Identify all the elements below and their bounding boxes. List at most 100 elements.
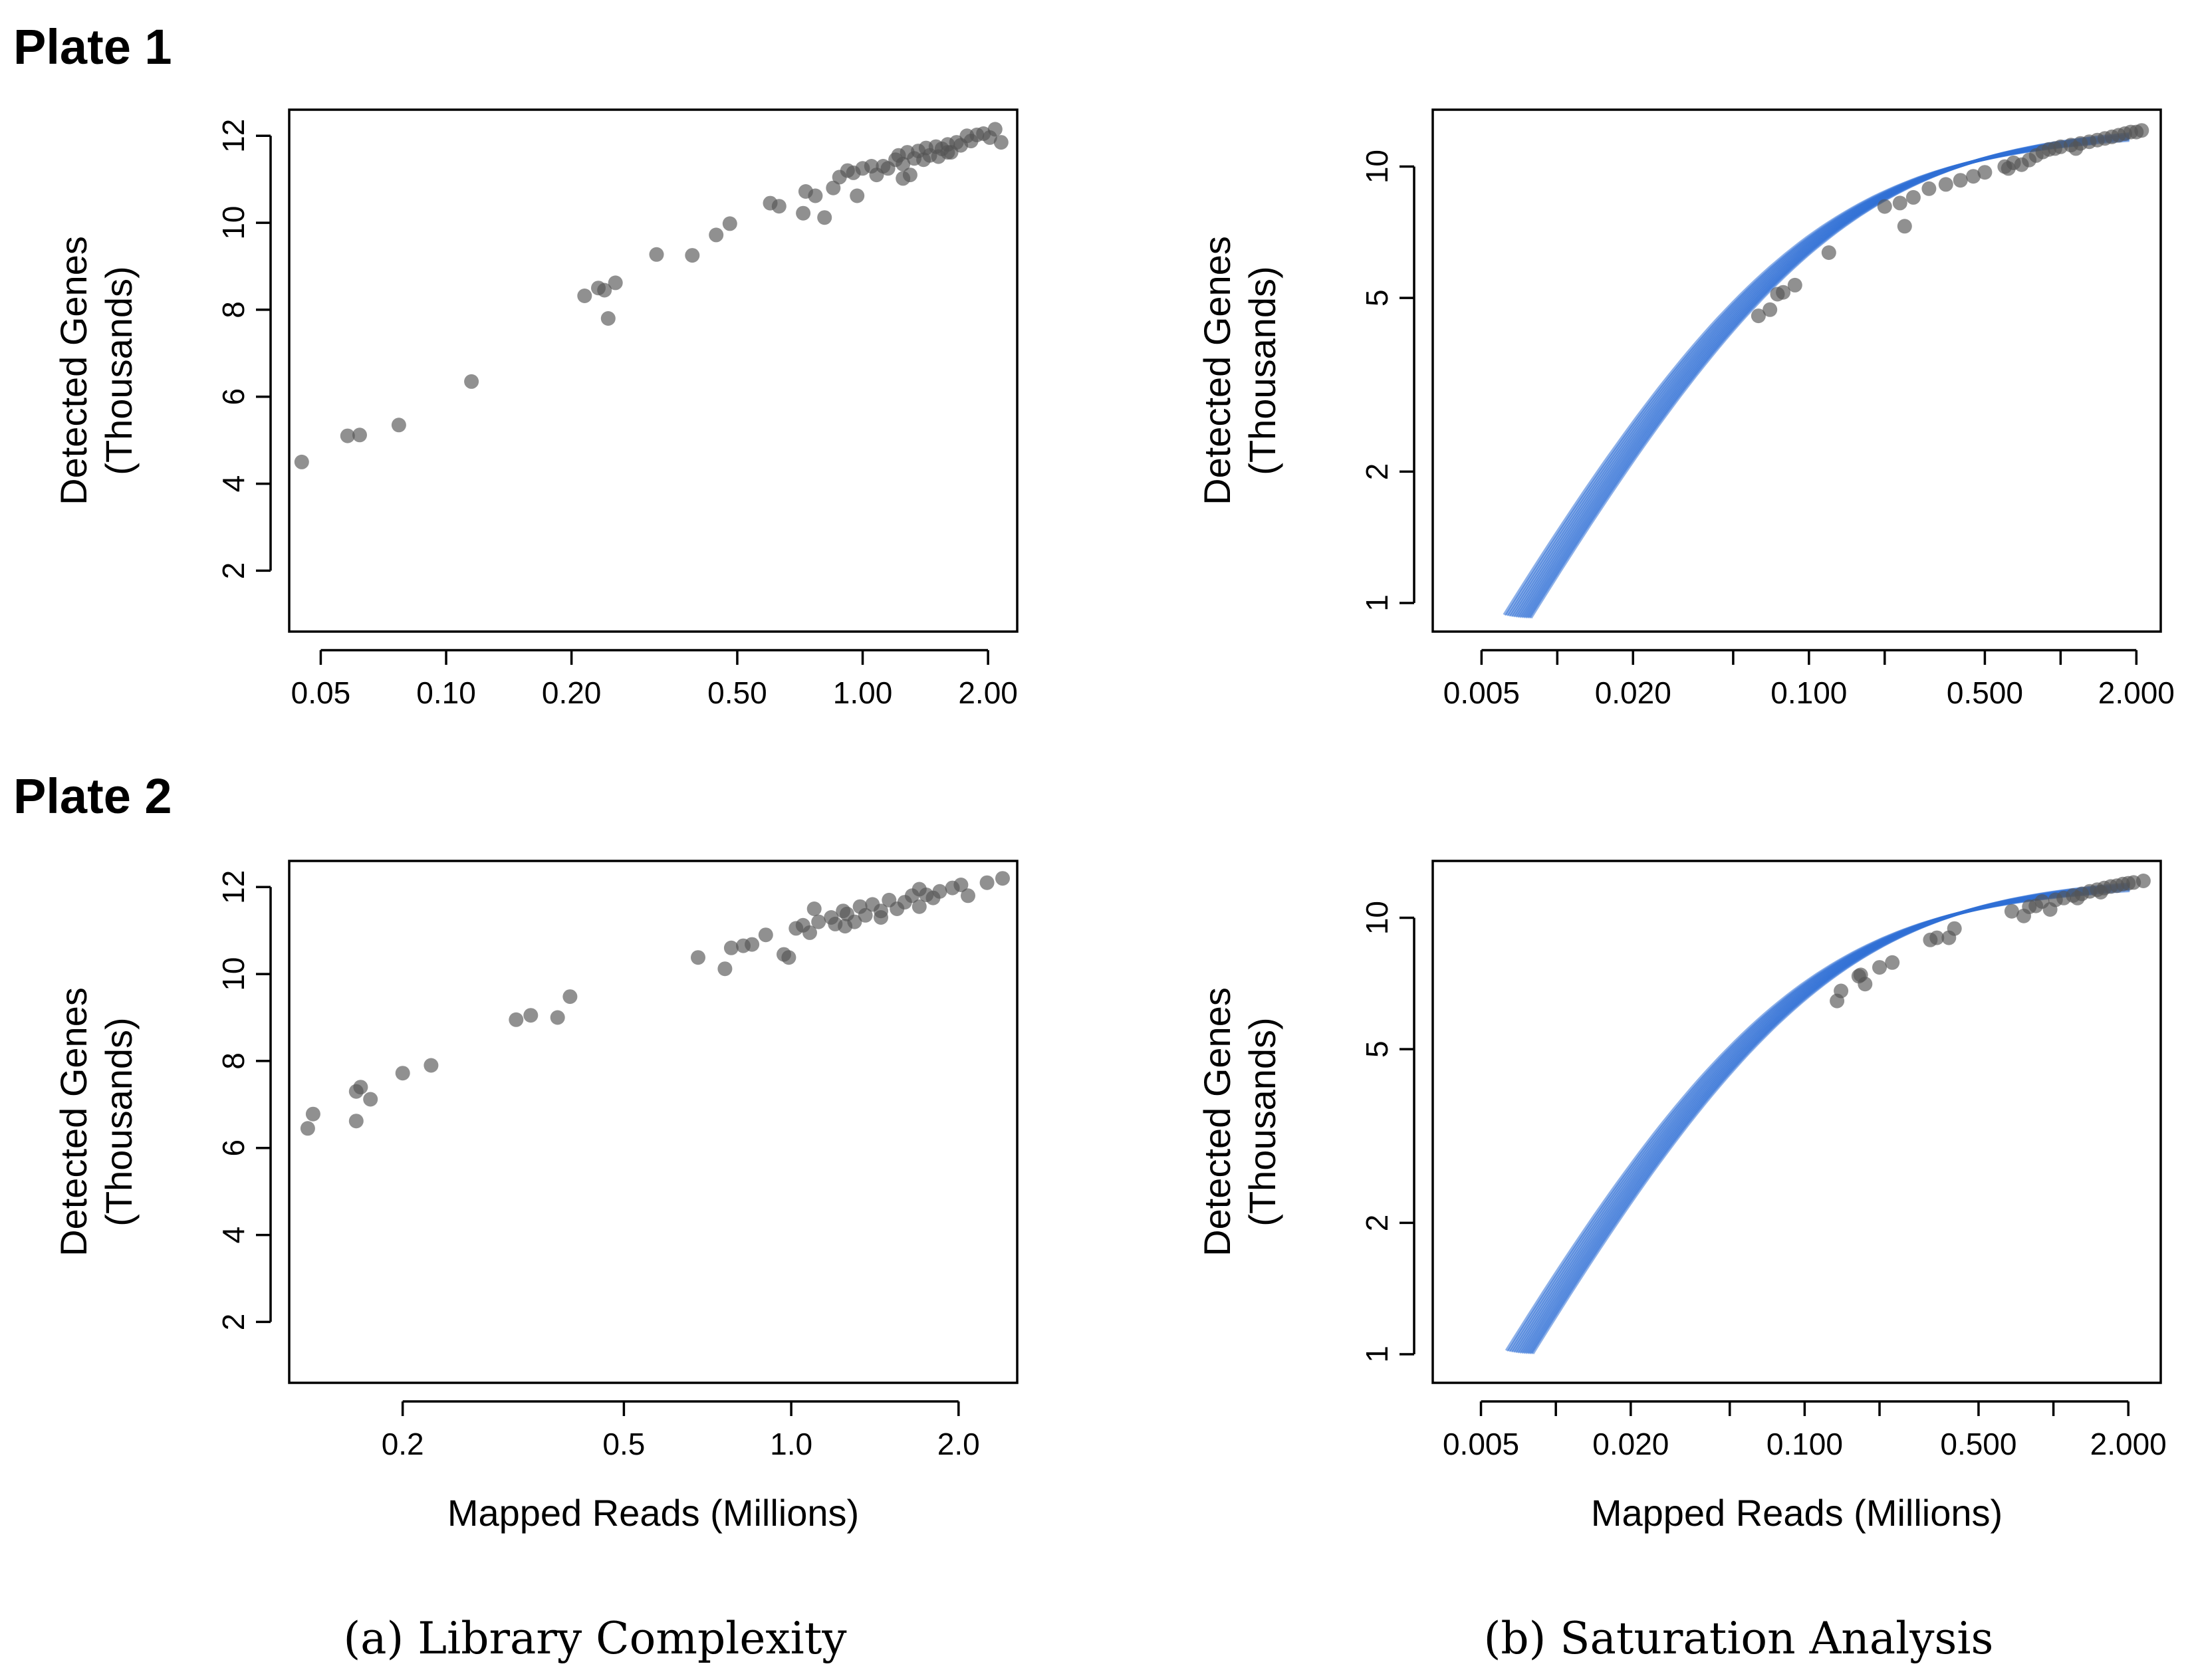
x-tick-label: 0.005: [1443, 675, 1520, 710]
saturation-curve: [1507, 889, 2130, 1352]
plate-2-library-complexity-chart: 0.2 0.5 1.0 2.0 2 4 6 8 10 12 Detected Genes(Thous…: [53, 860, 1019, 1534]
y-tick-label: 2: [1360, 1215, 1394, 1232]
saturation-curve: [1518, 135, 2129, 618]
data-point: [1897, 219, 1912, 234]
data-point: [363, 1092, 378, 1107]
y-axis-label: Detected Genes(Thousands): [1196, 987, 1283, 1257]
saturation-curve: [1521, 134, 2129, 619]
y-tick-label: 10: [216, 205, 251, 239]
y-tick-label: 2: [216, 1314, 251, 1331]
data-point: [685, 248, 700, 263]
data-point: [1953, 173, 1968, 188]
saturation-curve: [1509, 137, 2129, 618]
data-point: [745, 937, 760, 952]
data-point: [649, 247, 664, 262]
x-tick-label: 1.00: [833, 675, 893, 710]
x-tick-label: 0.500: [1947, 675, 2023, 710]
data-point: [722, 216, 737, 231]
data-point: [896, 171, 911, 186]
x-tick-label: 2.000: [2098, 675, 2175, 710]
data-point: [1821, 245, 1836, 260]
saturation-curve: [1525, 133, 2129, 619]
x-tick-label: 0.500: [1940, 1427, 2016, 1461]
x-tick-label: 0.020: [1595, 675, 1671, 710]
data-point: [395, 1066, 410, 1081]
data-point: [1947, 921, 1962, 936]
data-point: [932, 884, 947, 899]
data-point: [340, 428, 355, 443]
y-tick-label: 10: [1360, 901, 1394, 935]
data-point: [523, 1008, 539, 1023]
data-point: [912, 882, 927, 897]
data-point: [597, 283, 612, 298]
data-point: [858, 907, 873, 923]
y-tick-label: 5: [1360, 1040, 1394, 1058]
data-point: [424, 1058, 439, 1073]
saturation-curve: [1527, 136, 2096, 619]
saturation-curve: [1531, 882, 2130, 1355]
saturation-curve: [1520, 886, 2130, 1354]
saturation-curves: [1505, 882, 2130, 1355]
data-point: [2135, 874, 2151, 888]
y-tick-label: 1: [1360, 594, 1394, 612]
saturation-curve: [1523, 137, 2096, 619]
saturation-curve: [1518, 888, 2097, 1354]
y-tick-label: 12: [216, 870, 251, 904]
data-point: [896, 156, 911, 172]
data-point: [691, 950, 705, 965]
data-point: [1921, 181, 1937, 196]
data-point: [1858, 977, 1873, 992]
data-points: [300, 871, 1010, 1136]
saturation-curve: [1511, 888, 2130, 1353]
y-tick-label: 10: [216, 957, 251, 991]
y-tick-label: 8: [216, 1052, 251, 1070]
y-axis-label: Detected Genes(Thousands): [53, 236, 140, 505]
saturation-curve: [1513, 890, 2097, 1354]
plot-frame: [1431, 108, 2162, 633]
data-point: [850, 188, 865, 203]
data-point: [1885, 955, 1900, 970]
data-points: [1751, 123, 2149, 324]
y-tick-label: 10: [1360, 150, 1394, 183]
data-point: [2134, 123, 2149, 138]
plate-1-saturation-analysis-chart: 0.005 0.020 0.100 0.500 2.000 1 2 5 10 Detected G…: [1196, 108, 2175, 710]
saturation-curve: [1527, 883, 2130, 1355]
saturation-curve: [1507, 140, 2096, 617]
data-point: [353, 1080, 368, 1095]
data-point: [781, 950, 796, 965]
plot-frame: [288, 108, 1019, 633]
caption-saturation-analysis: (b) Saturation Analysis: [1484, 1613, 1994, 1664]
x-tick-label: 0.100: [1770, 675, 1847, 710]
y-tick-label: 4: [216, 475, 251, 493]
x-tick-label: 1.0: [770, 1427, 812, 1461]
x-tick-label: 0.020: [1592, 1427, 1669, 1461]
data-point: [953, 878, 969, 892]
data-point: [717, 961, 733, 977]
saturation-curve: [1505, 892, 2097, 1352]
caption-library-complexity: (a) Library Complexity: [343, 1613, 847, 1664]
y-tick-label: 2: [1360, 463, 1394, 481]
x-tick-label: 0.5: [602, 1427, 645, 1461]
data-point: [1877, 199, 1892, 214]
data-point: [808, 188, 823, 203]
data-point: [826, 180, 841, 195]
data-point: [811, 914, 826, 929]
data-point: [838, 919, 853, 934]
data-point: [509, 1012, 524, 1027]
saturation-curve: [1516, 886, 2130, 1354]
x-tick-label: 0.100: [1766, 1427, 1843, 1461]
data-point: [1787, 277, 1802, 293]
saturation-curve: [1509, 890, 2097, 1353]
data-point: [1751, 308, 1766, 324]
saturation-curve: [1523, 884, 2130, 1354]
data-point: [2001, 161, 2016, 176]
x-tick-label: 0.005: [1443, 1427, 1519, 1461]
y-tick-label: 6: [216, 1140, 251, 1157]
data-point: [1905, 189, 1921, 205]
x-tick-label: 2.00: [958, 675, 1018, 710]
x-tick-label: 0.10: [416, 675, 476, 710]
data-point: [550, 1010, 565, 1025]
data-point: [2093, 885, 2108, 900]
y-tick-label: 5: [1360, 289, 1394, 306]
data-points: [1830, 874, 2151, 1009]
